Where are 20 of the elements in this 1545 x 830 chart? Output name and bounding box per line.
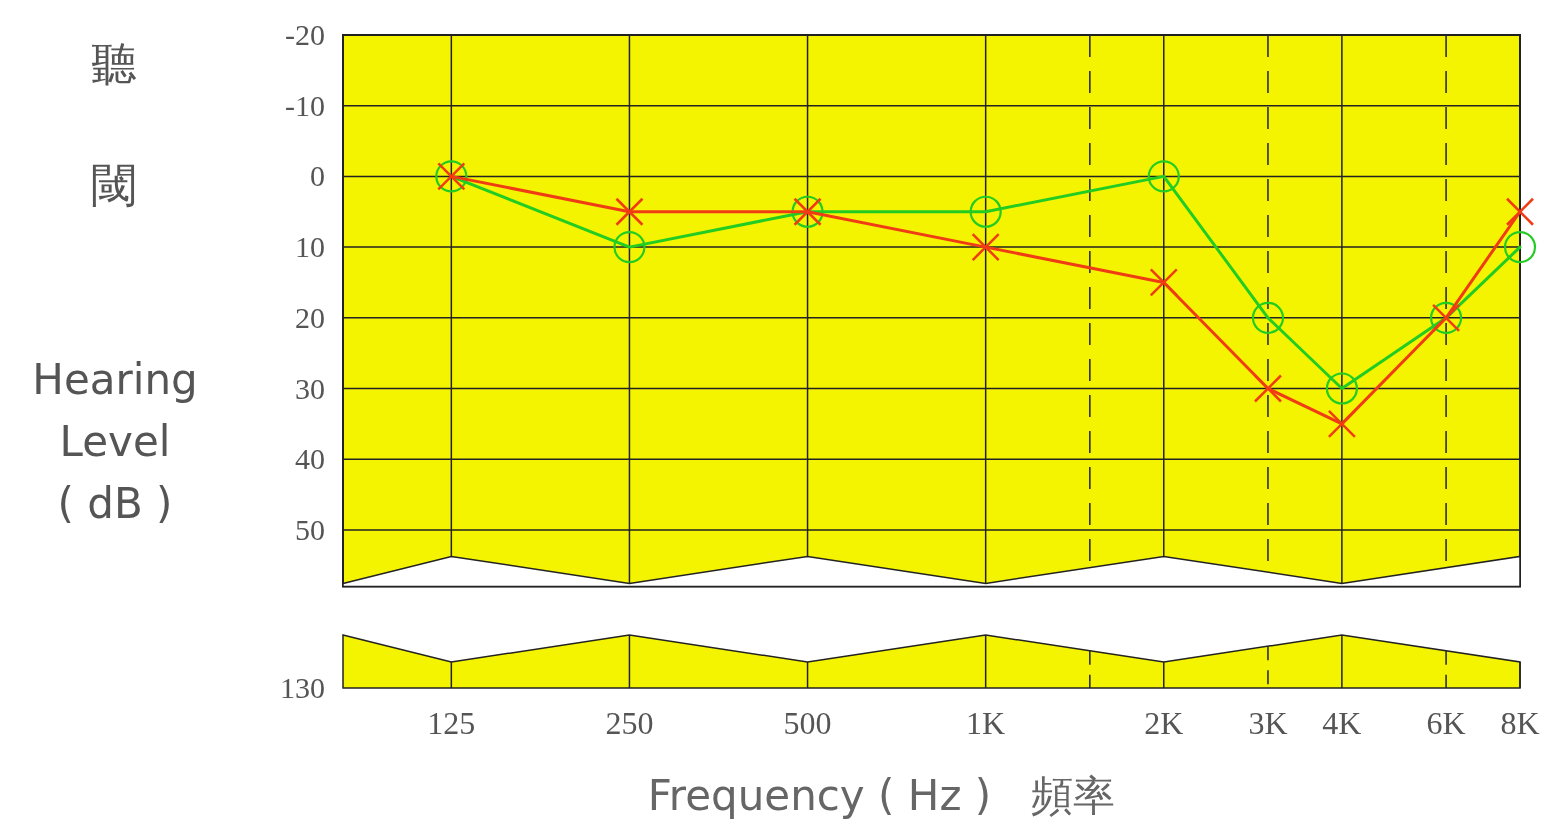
y-tick-label: 20 xyxy=(295,300,325,334)
y-tick-label: 0 xyxy=(310,159,325,193)
text: 聽閾 Hearing Level ( dB ) xyxy=(32,6,198,528)
x-tick-label: 3K xyxy=(1248,705,1288,741)
y-tick-label: -20 xyxy=(285,18,325,51)
y-tick-label: 10 xyxy=(295,230,325,264)
x-tick-label: 2K xyxy=(1144,705,1184,741)
y-tick-label: 40 xyxy=(295,442,325,476)
text: 130 xyxy=(280,671,325,704)
x-tick-label: 125 xyxy=(427,705,476,741)
y-tick-label: 50 xyxy=(295,512,325,546)
x-tick-label: 500 xyxy=(783,705,832,741)
x-axis-title: Frequency ( Hz ) 頻率 xyxy=(647,771,1116,820)
y-tick-label: 30 xyxy=(295,371,325,405)
x-tick-label: 6K xyxy=(1426,705,1466,741)
y-tick-label: -10 xyxy=(285,88,325,122)
x-tick-label: 4K xyxy=(1322,705,1362,741)
x-tick-label: 250 xyxy=(605,705,654,741)
x-tick-label: 8K xyxy=(1500,705,1540,741)
x-tick-label: 1K xyxy=(966,705,1006,741)
